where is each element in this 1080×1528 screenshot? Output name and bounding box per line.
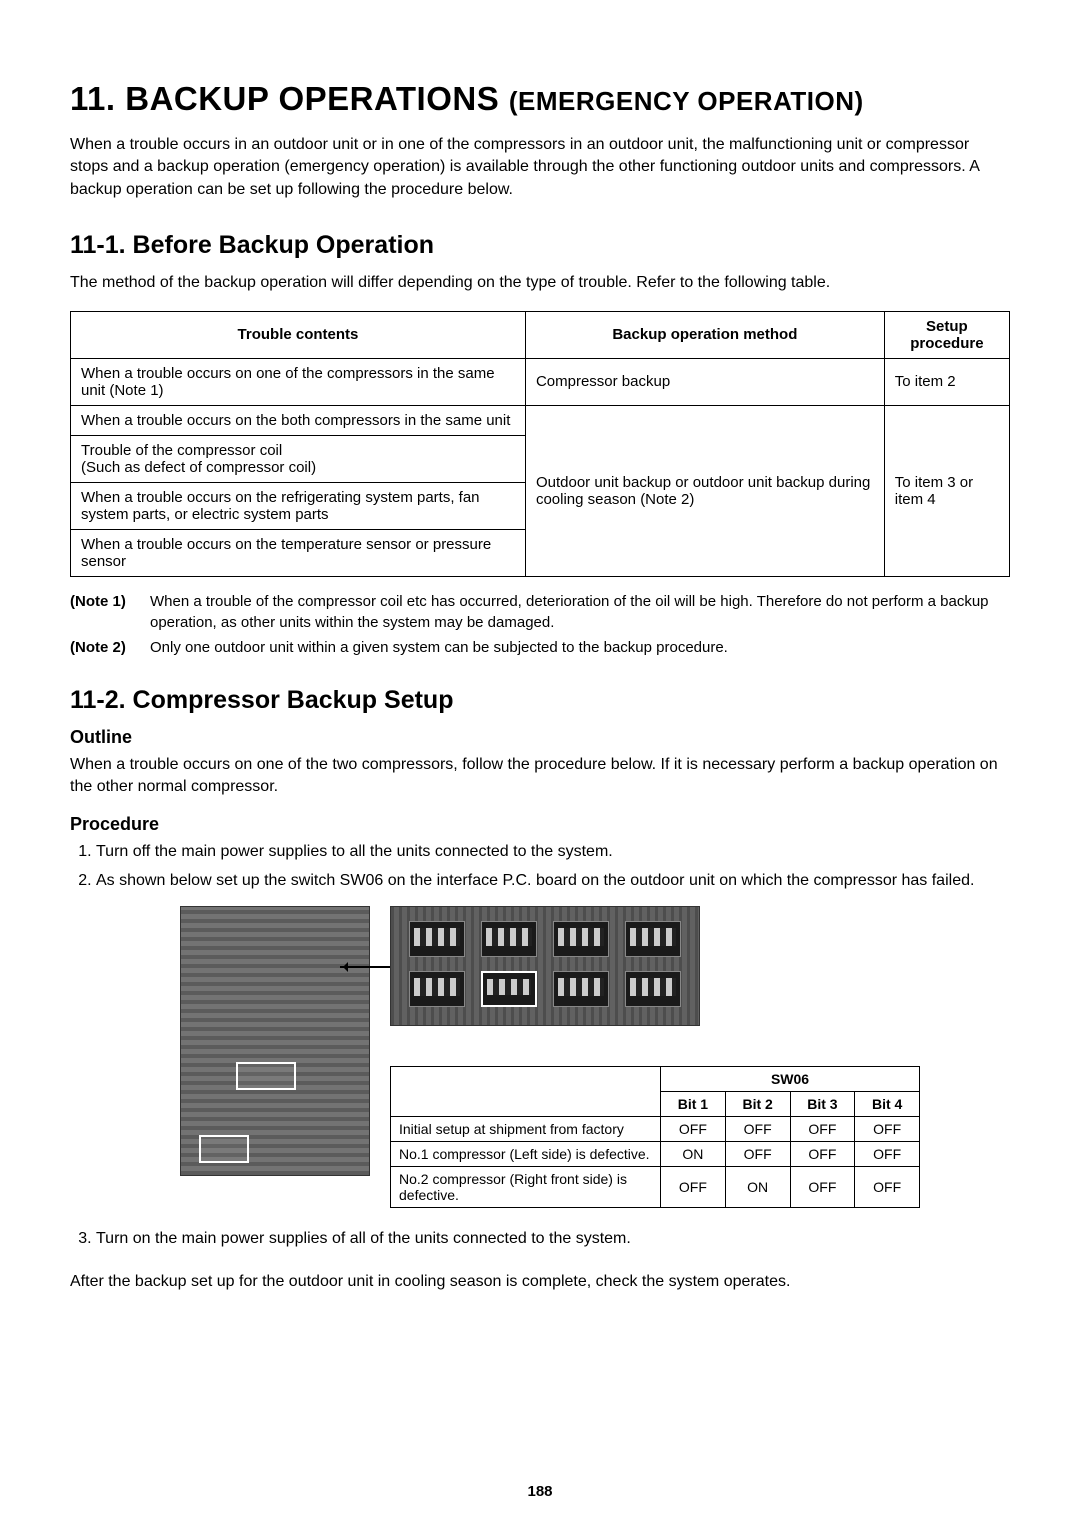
dip-switch-icon (409, 921, 465, 957)
table-row: OFF (855, 1117, 920, 1142)
th-method: Backup operation method (525, 311, 884, 358)
table-row: Compressor backup (525, 358, 884, 405)
bit-header: Bit 2 (725, 1092, 790, 1117)
pcb-highlight-box (236, 1062, 296, 1090)
table-row: When a trouble occurs on the temperature… (71, 529, 526, 576)
table-row: No.1 compressor (Left side) is defective… (391, 1142, 661, 1167)
bit-header: Bit 4 (855, 1092, 920, 1117)
dip-switch-icon (553, 921, 609, 957)
table-row: OFF (790, 1167, 855, 1208)
procedure-list-cont: Turn on the main power supplies of all o… (70, 1228, 1010, 1250)
note-label: (Note 2) (70, 637, 150, 658)
table-row: OFF (661, 1117, 726, 1142)
pcb-board-image (180, 906, 370, 1176)
section-11-2-title: 11-2. Compressor Backup Setup (70, 686, 1010, 715)
bit-header: Bit 3 (790, 1092, 855, 1117)
th-setup: Setup procedure (884, 311, 1009, 358)
table-row: OFF (725, 1117, 790, 1142)
table-row: OFF (790, 1142, 855, 1167)
note-text: Only one outdoor unit within a given sys… (150, 637, 1010, 658)
sw06-empty-header (391, 1067, 661, 1117)
title-text: BACKUP OPERATIONS (125, 80, 499, 117)
page-number: 188 (0, 1483, 1080, 1500)
table-row: When a trouble occurs on one of the comp… (71, 358, 526, 405)
intro-paragraph: When a trouble occurs in an outdoor unit… (70, 134, 1010, 201)
dip-switch-icon (625, 921, 681, 957)
table-row: ON (725, 1167, 790, 1208)
table-row: OFF (725, 1142, 790, 1167)
note-text: When a trouble of the compressor coil et… (150, 591, 1010, 633)
table-row: OFF (855, 1167, 920, 1208)
dip-switch-icon (553, 971, 609, 1007)
table-row: OFF (661, 1167, 726, 1208)
merged-method-cell: Outdoor unit backup or outdoor unit back… (525, 405, 884, 576)
section-11-1-title: 11-1. Before Backup Operation (70, 231, 1010, 260)
procedure-heading: Procedure (70, 814, 1010, 835)
sw06-title: SW06 (661, 1067, 920, 1092)
merged-setup-cell: To item 3 or item 4 (884, 405, 1009, 576)
sw06-table: SW06 Bit 1 Bit 2 Bit 3 Bit 4 Initial set… (390, 1066, 920, 1208)
note-label: (Note 1) (70, 591, 150, 633)
pcb-figure: SW06 Bit 1 Bit 2 Bit 3 Bit 4 Initial set… (180, 906, 1010, 1208)
table-row: When a trouble occurs on the refrigerati… (71, 482, 526, 529)
pcb-highlight-box (199, 1135, 249, 1163)
table-row: No.2 compressor (Right front side) is de… (391, 1167, 661, 1208)
title-sub: (EMERGENCY OPERATION) (509, 86, 864, 116)
main-heading: 11. BACKUP OPERATIONS (EMERGENCY OPERATI… (70, 80, 1010, 118)
section-11-1-para: The method of the backup operation will … (70, 272, 1010, 294)
after-paragraph: After the backup set up for the outdoor … (70, 1271, 1010, 1293)
table-row: Trouble of the compressor coil (Such as … (71, 435, 526, 482)
pcb-zoom-image (390, 906, 700, 1026)
table-row: OFF (790, 1117, 855, 1142)
table-row: ON (661, 1142, 726, 1167)
table-row: When a trouble occurs on the both compre… (71, 405, 526, 435)
procedure-list: Turn off the main power supplies to all … (70, 841, 1010, 892)
list-item: Turn on the main power supplies of all o… (96, 1228, 1010, 1250)
table-row: OFF (855, 1142, 920, 1167)
list-item: As shown below set up the switch SW06 on… (96, 870, 1010, 892)
bit-header: Bit 1 (661, 1092, 726, 1117)
leader-line-icon (340, 966, 390, 968)
outline-heading: Outline (70, 727, 1010, 748)
dip-switch-icon (409, 971, 465, 1007)
notes-block: (Note 1) When a trouble of the compresso… (70, 591, 1010, 658)
dip-switch-icon (625, 971, 681, 1007)
outline-text: When a trouble occurs on one of the two … (70, 754, 1010, 799)
trouble-table: Trouble contents Backup operation method… (70, 311, 1010, 577)
table-row: Initial setup at shipment from factory (391, 1117, 661, 1142)
dip-switch-sw06-icon (481, 971, 537, 1007)
table-row: To item 2 (884, 358, 1009, 405)
section-number: 11. (70, 80, 116, 117)
th-trouble: Trouble contents (71, 311, 526, 358)
dip-switch-icon (481, 921, 537, 957)
list-item: Turn off the main power supplies to all … (96, 841, 1010, 863)
